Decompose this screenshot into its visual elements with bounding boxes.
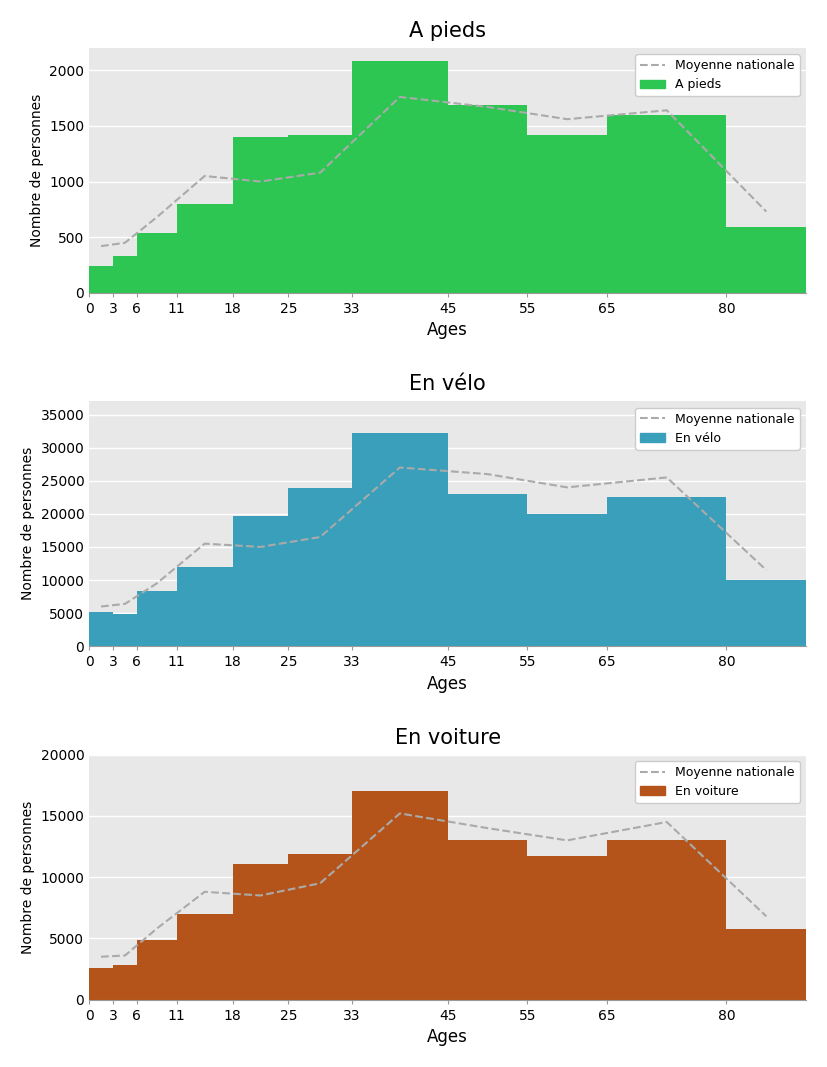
Bar xyxy=(289,488,352,647)
Bar xyxy=(113,614,137,647)
Bar xyxy=(232,137,289,292)
Bar xyxy=(447,841,528,1000)
Bar xyxy=(528,857,607,1000)
Y-axis label: Nombre de personnes: Nombre de personnes xyxy=(30,94,44,248)
X-axis label: Ages: Ages xyxy=(428,674,468,692)
Bar xyxy=(89,266,113,292)
Bar xyxy=(232,863,289,1000)
Bar xyxy=(89,612,113,647)
Bar xyxy=(89,968,113,1000)
Bar xyxy=(113,966,137,1000)
Title: En voiture: En voiture xyxy=(394,728,500,748)
Bar xyxy=(289,854,352,1000)
Bar xyxy=(289,134,352,292)
Bar xyxy=(352,433,447,647)
Bar xyxy=(177,204,232,292)
Y-axis label: Nombre de personnes: Nombre de personnes xyxy=(21,800,35,954)
Bar xyxy=(232,515,289,647)
X-axis label: Ages: Ages xyxy=(428,321,468,339)
Bar xyxy=(726,928,806,1000)
Title: En vélo: En vélo xyxy=(409,375,486,394)
Title: A pieds: A pieds xyxy=(409,21,486,41)
Bar xyxy=(352,792,447,1000)
Bar xyxy=(528,134,607,292)
Bar xyxy=(528,514,607,647)
Legend: Moyenne nationale, En voiture: Moyenne nationale, En voiture xyxy=(635,761,800,803)
Bar xyxy=(726,580,806,647)
Bar xyxy=(607,497,726,647)
Legend: Moyenne nationale, En vélo: Moyenne nationale, En vélo xyxy=(635,408,800,450)
Bar xyxy=(113,256,137,292)
Bar xyxy=(177,567,232,647)
X-axis label: Ages: Ages xyxy=(428,1029,468,1046)
Bar xyxy=(447,494,528,647)
Y-axis label: Nombre de personnes: Nombre de personnes xyxy=(21,447,35,601)
Legend: Moyenne nationale, A pieds: Moyenne nationale, A pieds xyxy=(635,54,800,96)
Bar xyxy=(352,61,447,292)
Bar xyxy=(137,940,177,1000)
Bar xyxy=(177,913,232,1000)
Bar xyxy=(137,591,177,647)
Bar xyxy=(726,227,806,292)
Bar xyxy=(607,841,726,1000)
Bar xyxy=(137,233,177,292)
Bar xyxy=(447,105,528,292)
Bar xyxy=(607,115,726,292)
